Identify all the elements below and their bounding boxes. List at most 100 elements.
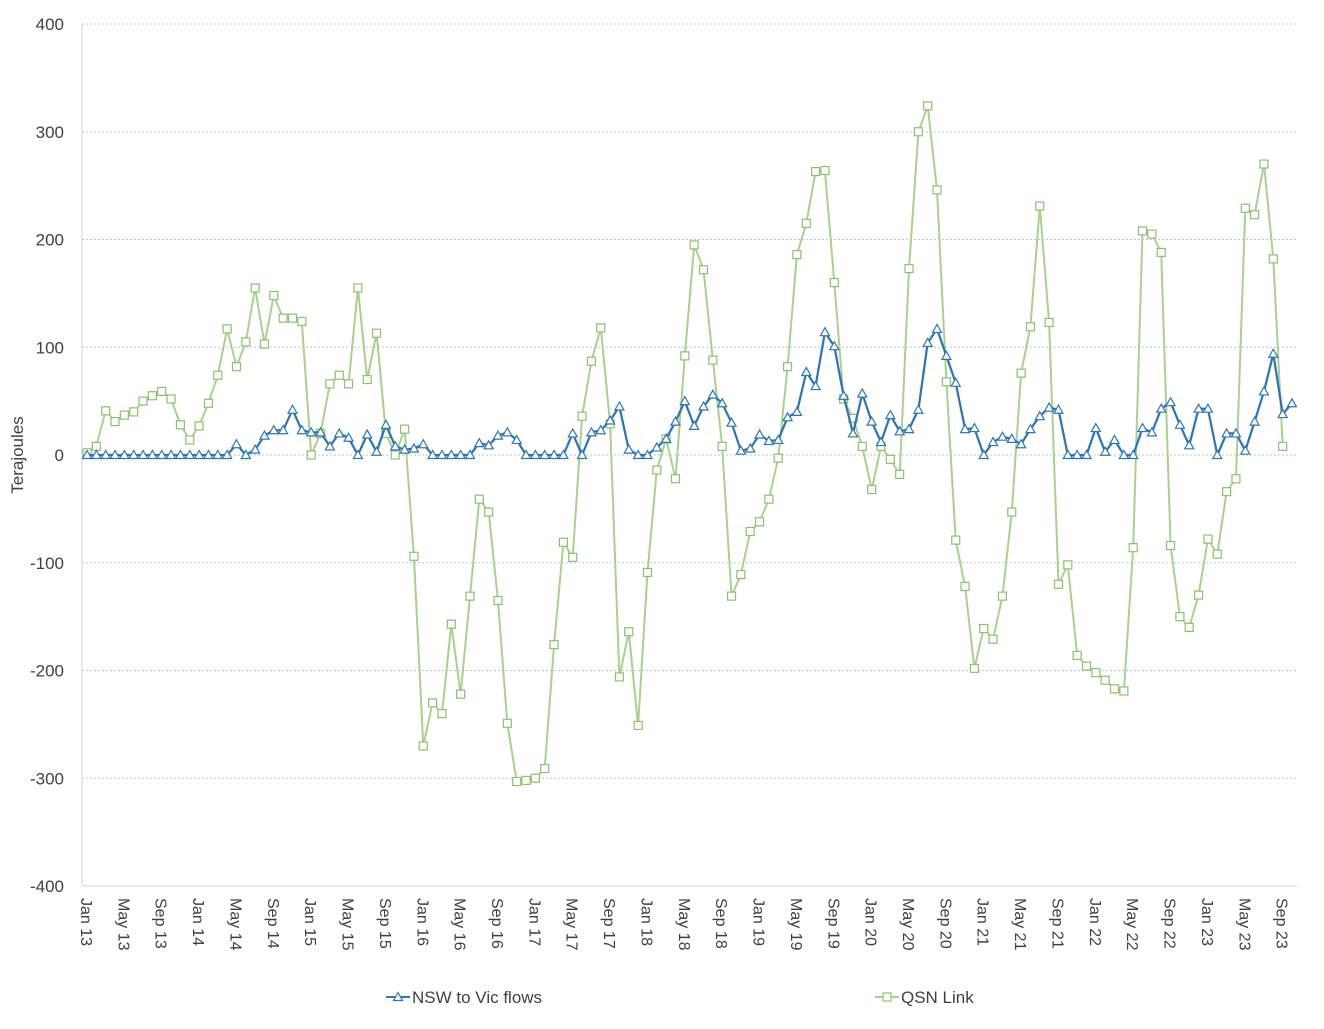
data-point bbox=[987, 436, 999, 447]
data-point bbox=[1165, 540, 1176, 551]
data-point bbox=[968, 422, 980, 433]
x-tick-label: Sep 17 bbox=[600, 898, 617, 949]
x-tick-label: Sep 14 bbox=[264, 898, 281, 949]
data-point bbox=[540, 763, 550, 774]
data-point bbox=[91, 441, 101, 451]
data-point bbox=[613, 400, 625, 411]
data-point bbox=[596, 323, 606, 333]
data-point bbox=[1071, 449, 1083, 460]
data-point bbox=[707, 388, 719, 399]
data-point bbox=[875, 436, 887, 447]
data-point bbox=[230, 438, 242, 449]
data-point bbox=[959, 423, 971, 434]
data-point bbox=[1277, 408, 1289, 419]
data-point bbox=[474, 494, 484, 504]
data-point bbox=[951, 535, 961, 545]
data-point bbox=[669, 415, 682, 426]
data-point bbox=[427, 449, 439, 460]
data-point bbox=[371, 328, 382, 338]
data-point bbox=[529, 449, 541, 460]
data-point bbox=[278, 313, 288, 323]
data-point bbox=[1128, 543, 1138, 553]
data-point bbox=[194, 421, 204, 431]
data-point bbox=[726, 416, 738, 427]
data-point bbox=[202, 449, 214, 460]
data-point bbox=[782, 411, 794, 422]
x-tick-label: Jan 23 bbox=[1198, 898, 1215, 946]
x-tick-label: May 20 bbox=[899, 898, 916, 951]
y-axis-label: Terajoules bbox=[8, 416, 27, 494]
data-point bbox=[399, 424, 410, 434]
data-point bbox=[1239, 444, 1251, 455]
data-point bbox=[334, 370, 344, 380]
data-point bbox=[1081, 661, 1092, 671]
data-point bbox=[632, 449, 644, 460]
data-point bbox=[996, 430, 1008, 441]
data-point bbox=[1080, 449, 1093, 460]
data-point bbox=[568, 552, 578, 562]
data-point bbox=[380, 419, 392, 429]
data-point bbox=[1183, 439, 1195, 450]
data-point bbox=[819, 326, 831, 337]
x-tick-label: Jan 19 bbox=[750, 898, 767, 946]
data-point bbox=[764, 494, 774, 504]
data-point bbox=[679, 395, 691, 406]
data-point bbox=[595, 424, 607, 435]
data-point bbox=[745, 526, 755, 537]
data-point bbox=[586, 356, 597, 366]
data-point bbox=[651, 441, 663, 452]
data-point bbox=[250, 283, 260, 293]
data-point bbox=[585, 426, 597, 437]
data-point bbox=[857, 441, 867, 451]
data-point bbox=[353, 283, 363, 293]
legend-marker bbox=[392, 991, 404, 1002]
data-point bbox=[1053, 579, 1064, 589]
data-point bbox=[343, 379, 354, 389]
data-point bbox=[436, 449, 448, 460]
y-tick-label: 300 bbox=[36, 123, 64, 142]
data-point bbox=[259, 339, 270, 349]
data-point bbox=[325, 379, 335, 389]
data-point bbox=[1240, 203, 1250, 213]
data-point bbox=[735, 444, 747, 455]
data-point bbox=[1230, 427, 1242, 438]
data-point bbox=[306, 450, 316, 460]
data-point bbox=[269, 290, 279, 301]
data-point bbox=[940, 350, 952, 360]
data-point bbox=[1155, 402, 1167, 413]
data-point bbox=[708, 355, 718, 365]
data-point bbox=[1156, 247, 1166, 258]
y-tick-label: -300 bbox=[30, 769, 64, 788]
data-point bbox=[166, 394, 176, 404]
y-tick-label: -100 bbox=[30, 554, 64, 573]
data-point bbox=[577, 411, 587, 421]
x-tick-label: May 17 bbox=[563, 898, 580, 951]
data-point bbox=[473, 437, 485, 448]
data-point bbox=[81, 449, 93, 460]
x-tick-label: May 15 bbox=[339, 898, 356, 951]
data-point bbox=[446, 619, 456, 629]
data-point bbox=[923, 101, 933, 111]
data-point bbox=[1211, 449, 1223, 460]
data-point bbox=[716, 397, 728, 408]
data-point bbox=[736, 570, 746, 580]
data-point bbox=[277, 424, 289, 435]
y-tick-label: -400 bbox=[30, 877, 64, 896]
y-tick-label: 100 bbox=[36, 338, 64, 357]
data-point bbox=[1044, 317, 1054, 328]
data-point bbox=[1267, 347, 1279, 358]
data-point bbox=[129, 407, 139, 417]
data-point bbox=[324, 440, 336, 451]
x-tick-label: Jan 20 bbox=[862, 898, 879, 946]
data-point bbox=[820, 165, 830, 176]
data-point bbox=[408, 442, 420, 453]
data-point bbox=[530, 773, 540, 783]
series-qsn-link bbox=[82, 101, 1288, 787]
data-point bbox=[146, 449, 158, 460]
data-point bbox=[913, 127, 923, 137]
data-point bbox=[1006, 433, 1018, 443]
data-point bbox=[1212, 549, 1222, 559]
x-tick-label: Jan 18 bbox=[637, 898, 654, 946]
gridlines bbox=[82, 23, 1297, 779]
data-point bbox=[978, 449, 990, 460]
